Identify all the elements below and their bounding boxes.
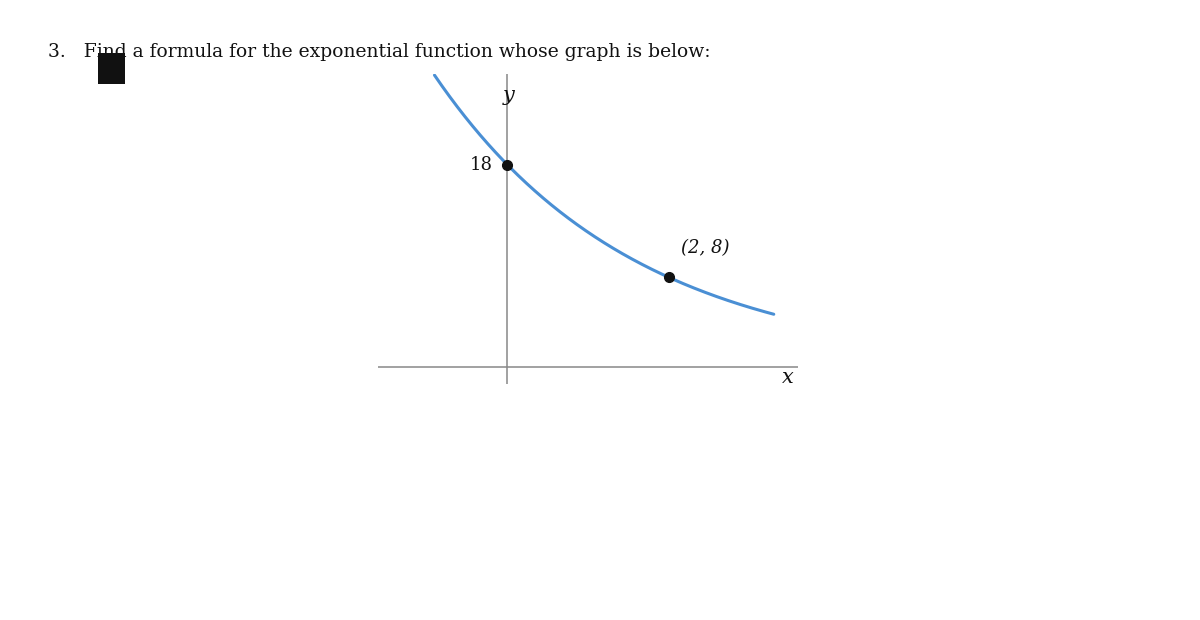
Text: x: x	[782, 368, 794, 387]
Text: 18: 18	[469, 156, 493, 174]
Text: (2, 8): (2, 8)	[680, 239, 730, 257]
Text: y: y	[503, 86, 515, 105]
Text: 3.   Find a formula for the exponential function whose graph is below:: 3. Find a formula for the exponential fu…	[48, 43, 710, 61]
